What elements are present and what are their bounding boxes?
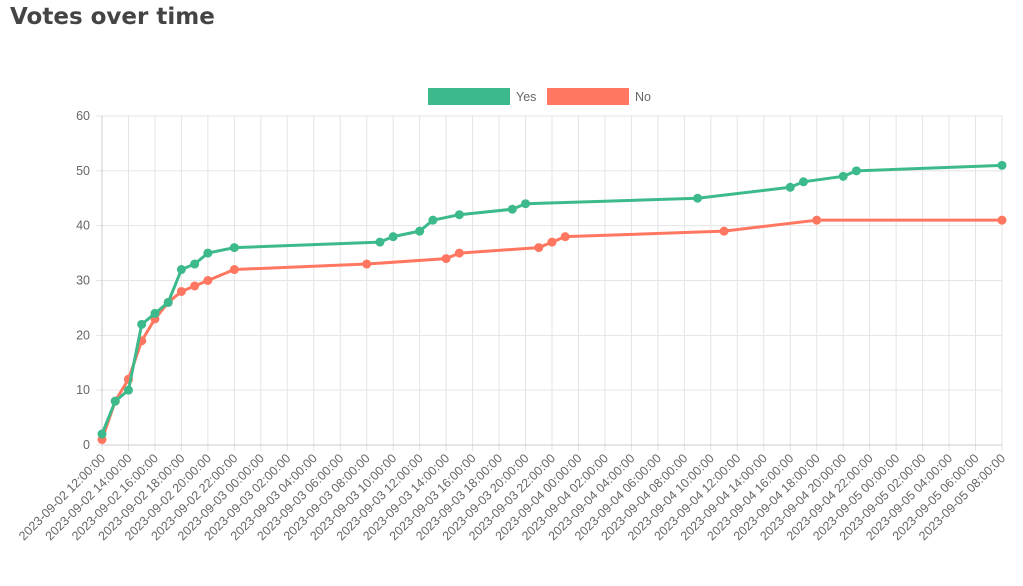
y-tick-label: 30 <box>76 274 90 288</box>
data-point-yes <box>521 199 531 209</box>
data-point-yes <box>97 429 107 439</box>
data-point-no <box>812 215 822 225</box>
data-point-yes <box>110 396 120 406</box>
legend-label-no: No <box>635 90 651 104</box>
data-point-yes <box>851 166 861 176</box>
data-point-yes <box>997 160 1007 170</box>
data-point-no <box>719 226 729 236</box>
data-point-yes <box>375 237 385 247</box>
data-point-no <box>176 286 186 296</box>
data-point-yes <box>137 319 147 329</box>
data-point-no <box>547 237 557 247</box>
y-tick-label: 50 <box>76 164 90 178</box>
data-point-yes <box>203 248 213 258</box>
data-point-yes <box>454 210 464 220</box>
data-point-yes <box>388 232 398 242</box>
data-point-no <box>190 281 200 291</box>
legend-swatch-yes <box>428 88 510 105</box>
y-tick-label: 40 <box>76 219 90 233</box>
data-point-yes <box>798 177 808 187</box>
data-point-yes <box>123 385 133 395</box>
data-point-yes <box>190 259 200 269</box>
data-point-no <box>229 265 239 275</box>
data-point-no <box>441 254 451 264</box>
data-point-no <box>997 215 1007 225</box>
page-title: Votes over time <box>10 4 215 30</box>
data-point-yes <box>507 204 517 214</box>
data-point-yes <box>163 297 173 307</box>
data-point-yes <box>150 308 160 318</box>
y-tick-label: 0 <box>83 438 90 452</box>
data-point-yes <box>176 265 186 275</box>
data-point-no <box>560 232 570 242</box>
data-point-yes <box>415 226 425 236</box>
data-point-yes <box>838 171 848 181</box>
y-tick-label: 20 <box>76 328 90 342</box>
legend-label-yes: Yes <box>516 90 536 104</box>
legend-swatch-no <box>547 88 629 105</box>
data-point-yes <box>229 243 239 253</box>
data-point-yes <box>785 182 795 192</box>
data-point-yes <box>693 193 703 203</box>
data-point-no <box>203 276 213 285</box>
data-point-no <box>534 243 544 253</box>
y-tick-label: 60 <box>76 109 90 123</box>
data-point-no <box>362 259 372 269</box>
data-point-no <box>454 248 464 258</box>
data-point-yes <box>428 215 438 225</box>
y-tick-label: 10 <box>76 383 90 397</box>
